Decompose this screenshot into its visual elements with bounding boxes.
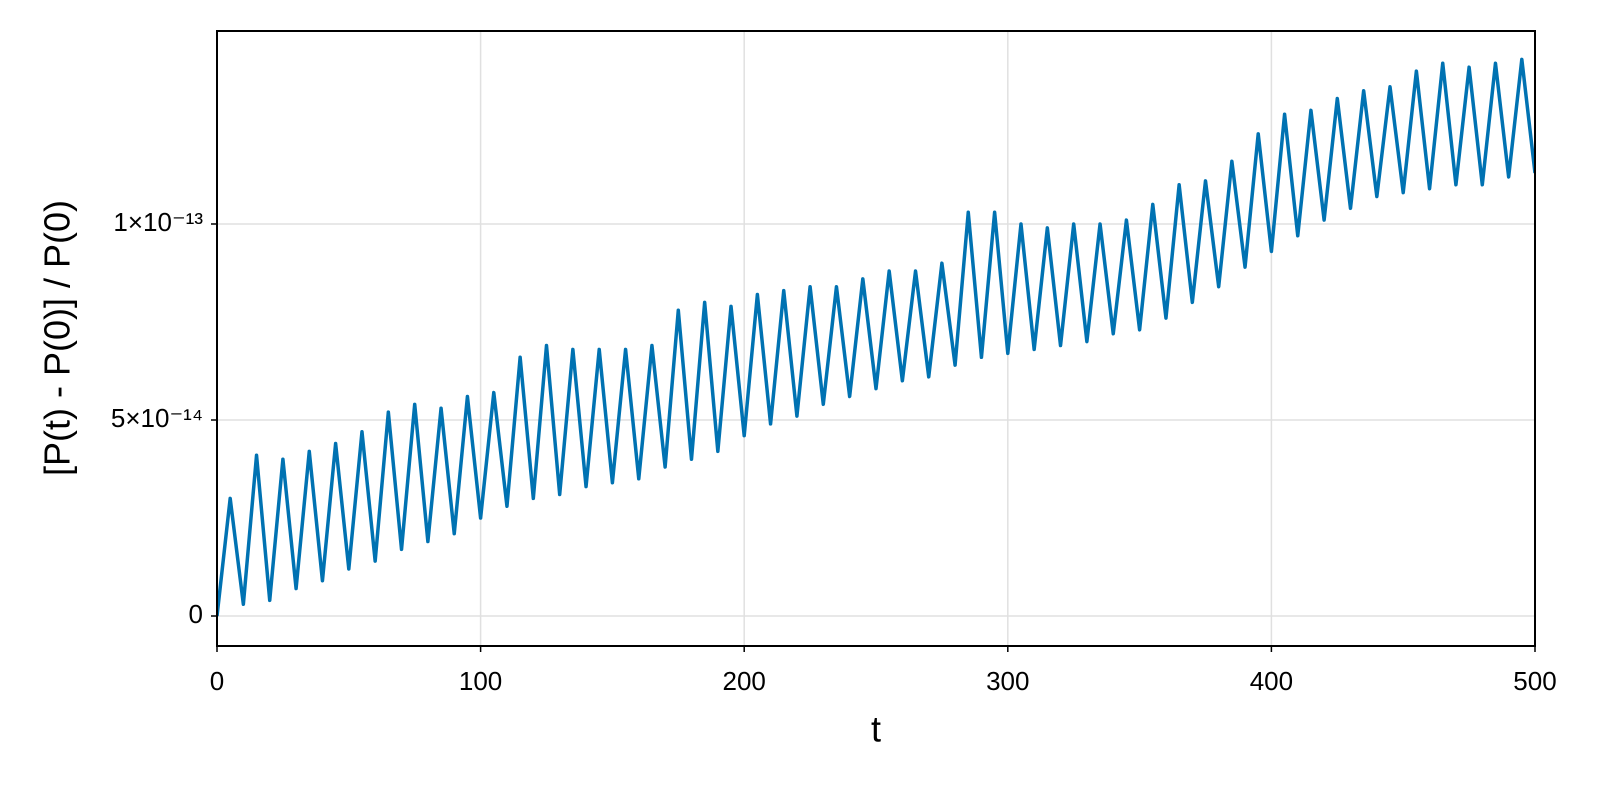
y-tick-label: 0 (189, 599, 203, 629)
data-line (217, 57, 1535, 617)
x-tick-label: 0 (210, 666, 224, 696)
y-axis-label: [P(t) - P(0)] / P(0) (37, 200, 78, 476)
y-tick-label: 5×10⁻¹⁴ (111, 403, 203, 433)
x-tick-label: 300 (986, 666, 1029, 696)
y-tick-label: 1×10⁻¹³ (113, 207, 203, 237)
x-axis-label: t (871, 709, 881, 750)
plot-frame (216, 30, 1536, 647)
x-tick-label: 100 (459, 666, 502, 696)
x-tick-label: 500 (1513, 666, 1556, 696)
x-tick-label: 400 (1250, 666, 1293, 696)
x-tick-label: 200 (723, 666, 766, 696)
